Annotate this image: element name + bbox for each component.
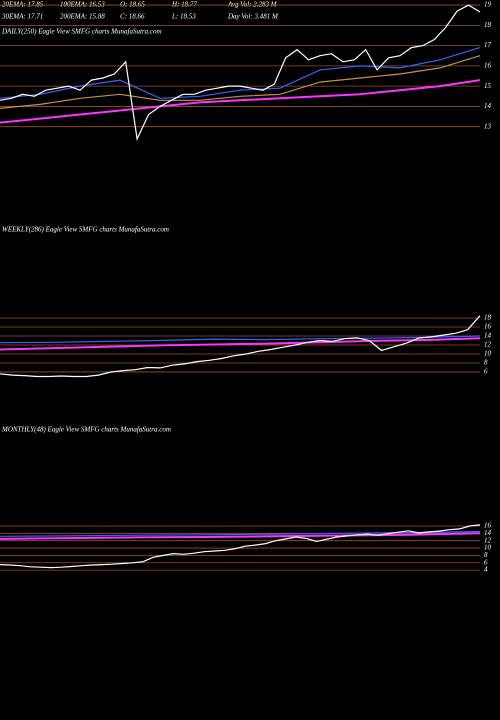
price-line — [0, 524, 481, 569]
header-stat: C: 18.66 — [120, 13, 145, 21]
y-tick-label: 12 — [484, 536, 492, 544]
price-line — [0, 335, 481, 344]
y-tick-label: 14 — [484, 529, 492, 537]
price-line — [0, 4, 481, 141]
panel-title: MONTHLY(48) Eagle View SMFG charts Munaf… — [1, 426, 171, 434]
header-stat: Avg Vol: 2.283 M — [227, 1, 278, 9]
y-tick-label: 19 — [484, 1, 492, 9]
y-tick-label: 6 — [484, 368, 488, 376]
y-tick-label: 10 — [484, 350, 492, 358]
y-tick-label: 14 — [484, 102, 492, 110]
y-tick-label: 12 — [484, 341, 492, 349]
header-stat: 30EMA: 17.71 — [1, 13, 43, 21]
header-stat: 200EMA: 15.88 — [60, 13, 105, 21]
price-line — [0, 47, 481, 99]
header-stat: H: 18.77 — [171, 1, 197, 9]
y-tick-label: 16 — [484, 323, 492, 331]
y-tick-label: 8 — [484, 359, 488, 367]
y-tick-label: 18 — [484, 21, 492, 29]
y-tick-label: 15 — [484, 82, 492, 90]
price-line — [0, 55, 481, 109]
header-stat: O: 18.65 — [120, 1, 145, 9]
y-tick-label: 18 — [484, 314, 492, 322]
y-tick-label: 8 — [484, 551, 488, 559]
header-stat: L: 18.53 — [171, 13, 196, 21]
y-tick-label: 13 — [484, 122, 492, 130]
y-tick-label: 17 — [484, 41, 492, 49]
y-tick-label: 4 — [484, 566, 488, 574]
panel-title: DAILY(250) Eagle View SMFG charts Munafa… — [1, 28, 162, 36]
price-line — [0, 79, 481, 124]
y-tick-label: 16 — [484, 61, 492, 69]
price-line — [0, 530, 481, 537]
price-line — [0, 315, 481, 378]
header-stat: 100EMA: 16.53 — [60, 1, 105, 9]
price-line — [0, 532, 481, 540]
y-tick-label: 16 — [484, 522, 492, 530]
y-tick-label: 10 — [484, 544, 492, 552]
panel-title: WEEKLY(286) Eagle View SMFG charts Munaf… — [2, 226, 169, 234]
header-stat: 20EMA: 17.85 — [2, 1, 44, 9]
price-line — [0, 337, 481, 351]
y-tick-label: 6 — [484, 558, 488, 566]
header-stat: Day Vol: 3.481 M — [227, 13, 279, 21]
y-tick-label: 14 — [484, 332, 492, 340]
